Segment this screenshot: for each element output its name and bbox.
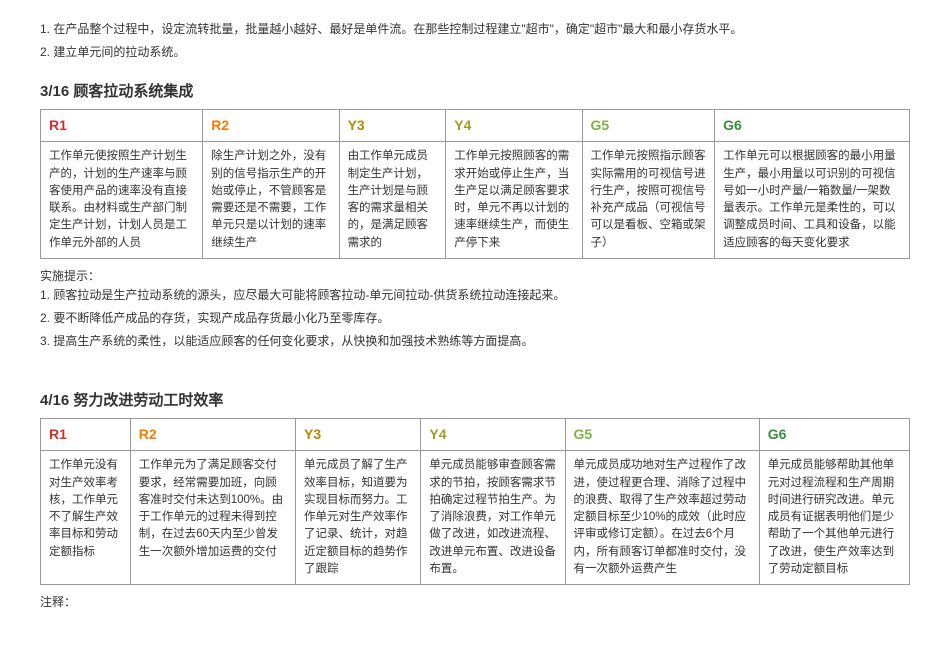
col-header-g6: G6 xyxy=(715,110,910,142)
cell-g6: 工作单元可以根据顾客的最小用量生产，最小用量以可识别的可视信号如一小时产量/一箱… xyxy=(715,142,910,259)
cell-y3: 由工作单元成员制定生产计划，生产计划是与顾客的需求量相关的，是满足顾客需求的 xyxy=(339,142,446,259)
section-4-table: R1 R2 Y3 Y4 G5 G6 工作单元没有对生产效率考核，工作单元不了解生… xyxy=(40,418,910,585)
table-header-row: R1 R2 Y3 Y4 G5 G6 xyxy=(41,110,910,142)
col-header-r2: R2 xyxy=(130,419,295,451)
cell-r2: 除生产计划之外，没有别的信号指示生产的开始或停止，不管顾客是需要还是不需要，工作… xyxy=(203,142,339,259)
hint-item: 2. 要不断降低产成品的存货，实现产成品存货最小化乃至零库存。 xyxy=(40,309,910,328)
section-3-hint-label: 实施提示： xyxy=(40,267,910,284)
intro-item: 2. 建立单元间的拉动系统。 xyxy=(40,43,910,62)
cell-g6: 单元成员能够帮助其他单元对过程流程和生产周期时间进行研究改进。单元成员有证据表明… xyxy=(759,451,909,585)
table-row: 工作单元使按照生产计划生产的，计划的生产速率与顾客使用产品的速率没有直接联系。由… xyxy=(41,142,910,259)
col-header-r1: R1 xyxy=(41,419,131,451)
col-header-y3: Y3 xyxy=(339,110,446,142)
cell-g5: 工作单元按照指示顾客实际需用的可视信号进行生产，按照可视信号补充产成品（可视信号… xyxy=(582,142,715,259)
section-3-hints: 1. 顾客拉动是生产拉动系统的源头，应尽最大可能将顾客拉动-单元间拉动-供货系统… xyxy=(40,286,910,352)
intro-item: 1. 在产品整个过程中，设定流转批量，批量越小越好、最好是单件流。在那些控制过程… xyxy=(40,20,910,39)
table-header-row: R1 R2 Y3 Y4 G5 G6 xyxy=(41,419,910,451)
cell-y4: 工作单元按照顾客的需求开始或停止生产，当生产足以满足顾客要求时，单元不再以计划的… xyxy=(446,142,582,259)
cell-r1: 工作单元没有对生产效率考核，工作单元不了解生产效率目标和劳动定额指标 xyxy=(41,451,131,585)
col-header-g5: G5 xyxy=(565,419,759,451)
section-4-note-label: 注释： xyxy=(40,593,910,610)
cell-r1: 工作单元使按照生产计划生产的，计划的生产速率与顾客使用产品的速率没有直接联系。由… xyxy=(41,142,203,259)
col-header-y4: Y4 xyxy=(421,419,565,451)
table-row: 工作单元没有对生产效率考核，工作单元不了解生产效率目标和劳动定额指标 工作单元为… xyxy=(41,451,910,585)
hint-item: 1. 顾客拉动是生产拉动系统的源头，应尽最大可能将顾客拉动-单元间拉动-供货系统… xyxy=(40,286,910,305)
cell-g5: 单元成员成功地对生产过程作了改进，使过程更合理、消除了过程中的浪费、取得了生产效… xyxy=(565,451,759,585)
cell-r2: 工作单元为了满足顾客交付要求，经常需要加班，向顾客准时交付未达到100%。由于工… xyxy=(130,451,295,585)
cell-y3: 单元成员了解了生产效率目标，知道要为实现目标而努力。工作单元对生产效率作了记录、… xyxy=(295,451,420,585)
col-header-r2: R2 xyxy=(203,110,339,142)
hint-item: 3. 提高生产系统的柔性，以能适应顾客的任何变化要求，从快换和加强技术熟练等方面… xyxy=(40,332,910,351)
section-3-title: 3/16 顾客拉动系统集成 xyxy=(40,80,910,101)
section-4-title: 4/16 努力改进劳动工时效率 xyxy=(40,389,910,410)
col-header-g5: G5 xyxy=(582,110,715,142)
cell-y4: 单元成员能够审查顾客需求的节拍，按顾客需求节拍确定过程节拍生产。为了消除浪费，对… xyxy=(421,451,565,585)
intro-list: 1. 在产品整个过程中，设定流转批量，批量越小越好、最好是单件流。在那些控制过程… xyxy=(40,20,910,62)
col-header-y4: Y4 xyxy=(446,110,582,142)
section-3-table: R1 R2 Y3 Y4 G5 G6 工作单元使按照生产计划生产的，计划的生产速率… xyxy=(40,109,910,259)
col-header-g6: G6 xyxy=(759,419,909,451)
col-header-r1: R1 xyxy=(41,110,203,142)
col-header-y3: Y3 xyxy=(295,419,420,451)
